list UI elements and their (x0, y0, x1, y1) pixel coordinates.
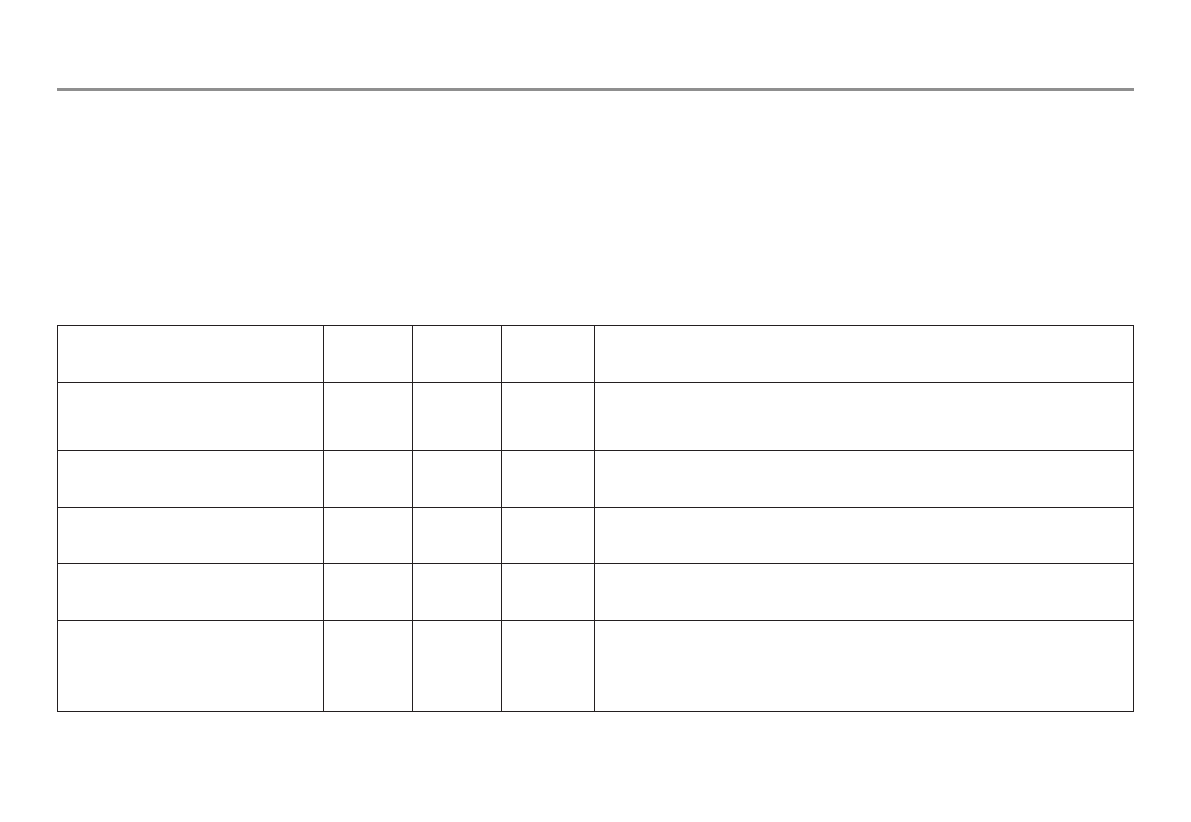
table-cell (594, 563, 1134, 621)
horizontal-rule (57, 88, 1134, 91)
table-cell (501, 382, 595, 451)
table-cell (323, 382, 413, 451)
table-cell (594, 450, 1134, 508)
table-row (57, 450, 1134, 508)
table-cell (323, 563, 413, 621)
table-cell (323, 507, 413, 564)
table-cell (412, 507, 502, 564)
table-cell (412, 325, 502, 383)
table-row (57, 507, 1134, 564)
table-row (57, 620, 1134, 712)
table-cell (323, 450, 413, 508)
table-cell (501, 620, 595, 712)
table-cell (501, 325, 595, 383)
table-cell (57, 382, 324, 451)
table-cell (412, 620, 502, 712)
table-cell (323, 325, 413, 383)
table-cell (57, 507, 324, 564)
table-cell (57, 325, 324, 383)
table-cell (594, 325, 1134, 383)
table-row (57, 563, 1134, 621)
empty-table (57, 325, 1134, 712)
table-cell (57, 563, 324, 621)
table-row (57, 382, 1134, 451)
table-cell (594, 382, 1134, 451)
table-cell (594, 620, 1134, 712)
table-cell (594, 507, 1134, 564)
table-cell (57, 620, 324, 712)
table-cell (323, 620, 413, 712)
table-cell (57, 450, 324, 508)
table-cell (412, 563, 502, 621)
table-cell (501, 507, 595, 564)
table-cell (501, 563, 595, 621)
table-cell (412, 382, 502, 451)
table-cell (412, 450, 502, 508)
header-row (57, 325, 1134, 383)
table-cell (501, 450, 595, 508)
